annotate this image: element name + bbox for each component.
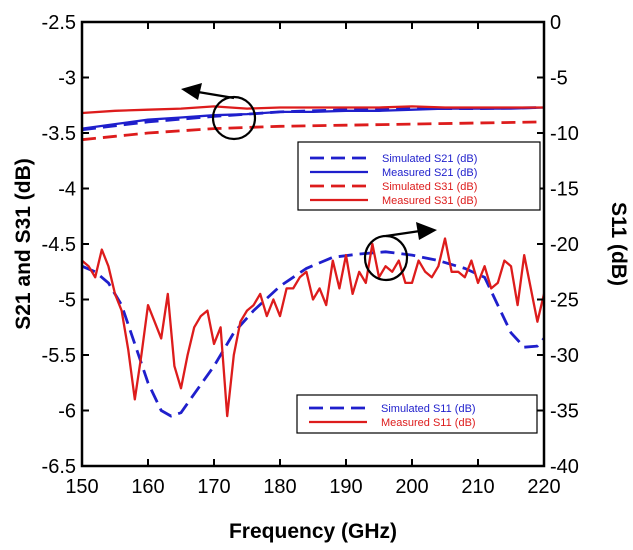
- x-tick-label: 190: [329, 476, 362, 498]
- legend-label: Measured S11 (dB): [381, 417, 476, 429]
- legend-label: Measured S31 (dB): [382, 195, 477, 207]
- y-right-tick-label: -5: [550, 68, 568, 90]
- series-line-2: [82, 120, 544, 142]
- y-right-tick-label: -30: [550, 345, 579, 367]
- y-left-tick-label: -5.5: [42, 345, 76, 367]
- y-right-tick-label: -35: [550, 401, 579, 423]
- x-tick-label: 160: [131, 476, 164, 498]
- x-axis-title: Frequency (GHz): [229, 520, 397, 543]
- legend-label: Measured S21 (dB): [382, 167, 477, 179]
- y-left-axis-title: S21 and S31 (dB): [12, 158, 35, 330]
- series-line-4: [82, 250, 544, 418]
- y-left-tick-label: -2.5: [42, 12, 76, 34]
- legend-bottom-box: [296, 394, 538, 434]
- right-axis-arrow-line: [385, 229, 421, 238]
- legend-label: Simulated S11 (dB): [381, 403, 476, 415]
- y-left-tick-label: -4.5: [42, 234, 76, 256]
- y-left-tick-label: -5: [58, 290, 76, 312]
- y-left-tick-label: -3.5: [42, 123, 76, 145]
- x-tick-label: 210: [461, 476, 494, 498]
- y-right-tick-label: 0: [550, 12, 561, 34]
- y-right-tick-label: -40: [550, 456, 579, 478]
- y-right-axis-title: S11 (dB): [607, 202, 630, 286]
- left-axis-arrow-head: [181, 83, 202, 100]
- y-left-tick-label: -4: [58, 179, 76, 201]
- x-tick-label: 200: [395, 476, 428, 498]
- left-axis-arrow-line: [197, 90, 235, 100]
- right-axis-arrow-head: [416, 222, 437, 240]
- legend-bottom: Simulated S11 (dB) Measured S11 (dB): [296, 394, 538, 434]
- legend-top-box: [297, 141, 541, 211]
- x-tick-label: 170: [197, 476, 230, 498]
- series-line-5: [82, 237, 544, 418]
- s11-marker-circle: [363, 234, 409, 282]
- y-left-tick-label: -3: [58, 68, 76, 90]
- y-right-tick-label: -15: [550, 179, 579, 201]
- legend-top: Simulated S21 (dB) Measured S21 (dB) Simul…: [297, 141, 541, 211]
- legend-label: Simulated S21 (dB): [382, 153, 477, 165]
- x-tick-label: 220: [527, 476, 560, 498]
- s21-s31-marker-circle: [211, 95, 257, 141]
- y-right-tick-label: -25: [550, 290, 579, 312]
- series-line-3: [82, 105, 544, 115]
- x-tick-label: 180: [263, 476, 296, 498]
- x-tick-label: 150: [65, 476, 98, 498]
- y-left-tick-label: -6: [58, 401, 76, 423]
- y-right-tick-label: -10: [550, 123, 579, 145]
- legend-label: Simulated S31 (dB): [382, 181, 477, 193]
- y-left-tick-label: -6.5: [42, 456, 76, 478]
- y-right-tick-label: -20: [550, 234, 579, 256]
